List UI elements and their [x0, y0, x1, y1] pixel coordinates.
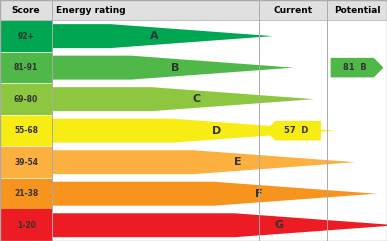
Text: E: E — [234, 157, 242, 167]
Text: 92+: 92+ — [18, 32, 34, 41]
Text: Energy rating: Energy rating — [56, 6, 126, 15]
Text: 1-20: 1-20 — [17, 221, 36, 230]
Bar — [0, 0, 387, 20]
Bar — [0, 115, 52, 147]
Text: 57  D: 57 D — [284, 126, 308, 135]
Text: B: B — [171, 63, 180, 73]
Text: G: G — [274, 220, 283, 230]
Text: 39-54: 39-54 — [14, 158, 38, 167]
Text: 69-80: 69-80 — [14, 95, 38, 104]
Text: Potential: Potential — [334, 6, 380, 15]
Text: 55-68: 55-68 — [14, 126, 38, 135]
Bar — [0, 52, 52, 83]
Polygon shape — [52, 119, 335, 143]
Text: A: A — [151, 31, 159, 41]
Polygon shape — [265, 121, 321, 141]
Text: Current: Current — [274, 6, 313, 15]
Polygon shape — [52, 213, 387, 237]
Bar — [0, 20, 52, 52]
Text: D: D — [212, 126, 221, 136]
Text: 81-91: 81-91 — [14, 63, 38, 72]
Bar — [0, 147, 52, 178]
Bar — [0, 83, 52, 115]
Polygon shape — [330, 58, 384, 77]
Bar — [0, 209, 52, 241]
Polygon shape — [52, 87, 314, 111]
Polygon shape — [52, 56, 293, 80]
Text: Score: Score — [12, 6, 40, 15]
Bar — [0, 178, 52, 209]
Polygon shape — [52, 150, 356, 174]
Text: 21-38: 21-38 — [14, 189, 38, 198]
Text: 81  B: 81 B — [343, 63, 367, 72]
Polygon shape — [52, 24, 273, 48]
Text: F: F — [255, 189, 262, 199]
Polygon shape — [52, 182, 376, 206]
Text: C: C — [192, 94, 200, 104]
